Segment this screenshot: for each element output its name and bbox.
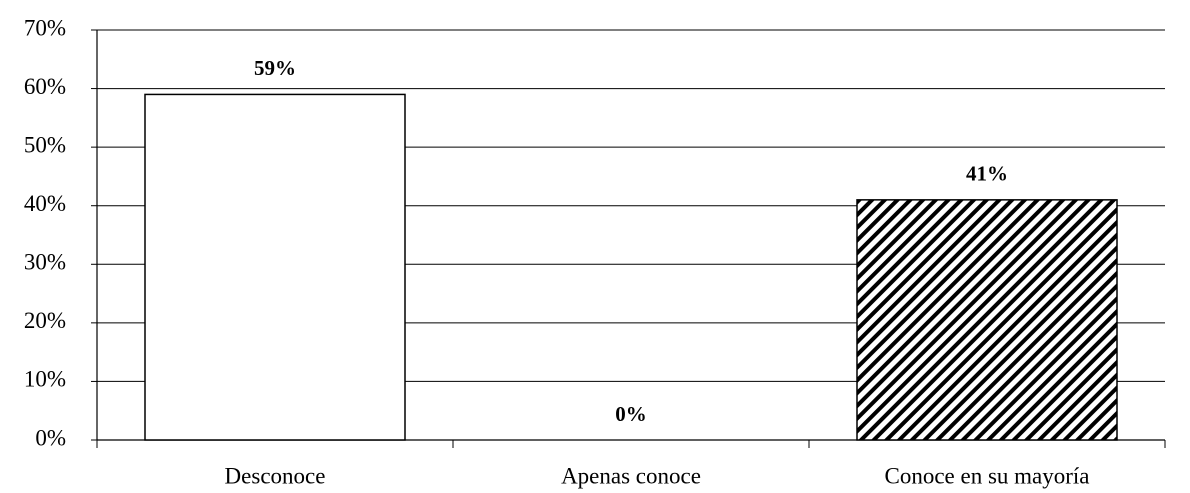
y-tick-label: 50%: [24, 132, 66, 157]
value-label: 0%: [615, 402, 647, 426]
y-tick-label: 40%: [24, 191, 66, 216]
bar: [144, 93, 406, 441]
x-tick-label: Apenas conoce: [561, 463, 701, 488]
y-tick-label: 20%: [24, 308, 66, 333]
bar: [856, 199, 1118, 441]
y-tick-label: 30%: [24, 250, 66, 275]
y-tick-label: 70%: [24, 15, 66, 40]
x-tick-label: Desconoce: [225, 463, 326, 488]
value-label: 59%: [254, 56, 296, 80]
x-tick-label: Conoce en su mayoría: [884, 463, 1089, 488]
y-tick-label: 0%: [35, 425, 66, 450]
y-tick-label: 10%: [24, 367, 66, 392]
value-label: 41%: [966, 162, 1008, 186]
y-tick-label: 60%: [24, 74, 66, 99]
